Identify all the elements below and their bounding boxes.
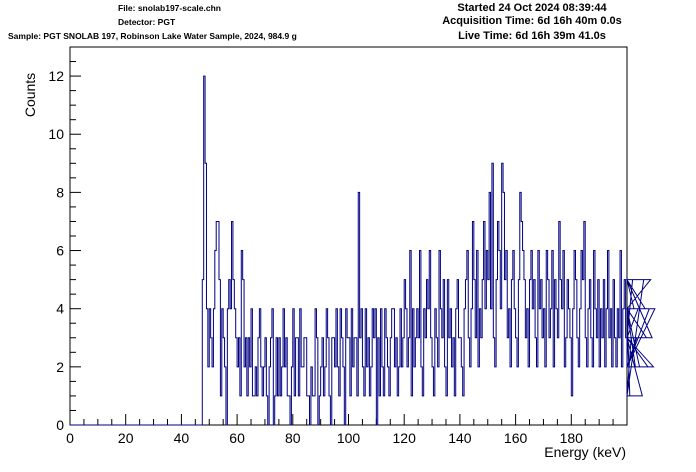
y-axis: 0 2 4 6 8 10 12 bbox=[48, 46, 81, 433]
y-tick-label: 6 bbox=[56, 243, 64, 259]
detector-label: Detector: PGT bbox=[118, 17, 176, 27]
x-tick-label: 120 bbox=[393, 430, 417, 446]
x-tick-label: 80 bbox=[285, 430, 301, 446]
counts-histogram bbox=[70, 75, 656, 426]
x-axis: 0 20 40 60 80 100 120 140 160 180 bbox=[66, 414, 628, 446]
started-label: Started 24 Oct 2024 08:39:44 bbox=[457, 2, 607, 14]
plot-frame bbox=[69, 46, 628, 426]
x-tick-label: 180 bbox=[560, 430, 584, 446]
x-tick-label: 160 bbox=[504, 430, 528, 446]
y-tick-label: 8 bbox=[56, 184, 64, 200]
y-tick-label: 4 bbox=[56, 301, 64, 317]
x-tick-label: 100 bbox=[337, 430, 361, 446]
x-tick-label: 0 bbox=[66, 430, 74, 446]
x-tick-label: 60 bbox=[229, 430, 245, 446]
y-axis-label: Counts bbox=[22, 73, 38, 117]
y-tick-label: 10 bbox=[48, 126, 64, 142]
y-tick-label: 0 bbox=[56, 417, 64, 433]
file-label: File: snolab197-scale.chn bbox=[118, 3, 221, 13]
acquisition-time-label: Acquisition Time: 6d 16h 40m 0.0s bbox=[442, 15, 622, 27]
x-axis-label: Energy (keV) bbox=[544, 444, 626, 460]
live-time-label: Live Time: 6d 16h 39m 41.0s bbox=[458, 30, 606, 42]
y-tick-label: 12 bbox=[48, 68, 64, 84]
x-tick-label: 140 bbox=[448, 430, 472, 446]
y-tick-label: 2 bbox=[56, 359, 64, 375]
sample-label: Sample: PGT SNOLAB 197, Robinson Lake Wa… bbox=[8, 31, 297, 41]
x-tick-label: 40 bbox=[174, 430, 190, 446]
x-tick-label: 20 bbox=[118, 430, 134, 446]
